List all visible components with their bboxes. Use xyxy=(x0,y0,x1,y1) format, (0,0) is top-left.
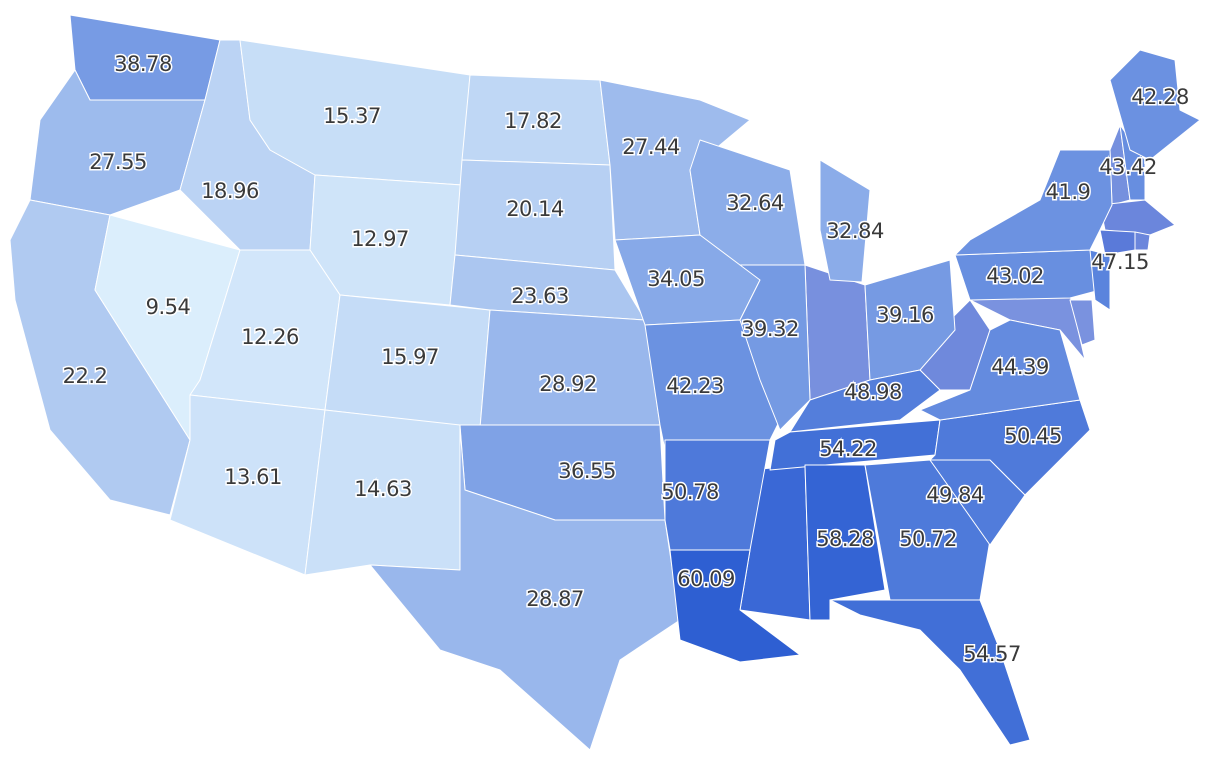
state xyxy=(919,319,1081,421)
state xyxy=(1069,299,1096,346)
value-label: 39.32 xyxy=(741,317,799,341)
state xyxy=(864,459,991,601)
value-label: 13.61 xyxy=(224,465,282,489)
value-label: 18.96 xyxy=(201,179,259,203)
value-label: 54.22 xyxy=(819,437,877,461)
state xyxy=(864,259,956,381)
value-label: 60.09 xyxy=(677,567,735,591)
value-label: 15.37 xyxy=(323,104,381,128)
value-label: 47.15 xyxy=(1091,250,1149,274)
state xyxy=(954,149,1113,256)
value-label: 20.14 xyxy=(506,197,564,221)
value-label: 42.23 xyxy=(666,374,724,398)
value-label: 43.42 xyxy=(1099,155,1157,179)
value-label: 32.64 xyxy=(726,191,784,215)
state xyxy=(1109,49,1201,161)
value-label: 41.9 xyxy=(1046,180,1091,204)
value-label: 50.78 xyxy=(661,480,719,504)
state xyxy=(29,69,206,216)
state xyxy=(739,264,811,431)
value-label: 34.05 xyxy=(647,267,705,291)
state xyxy=(669,549,801,663)
value-label: 28.92 xyxy=(539,372,597,396)
value-label: 27.44 xyxy=(622,135,680,159)
value-label: 50.45 xyxy=(1004,424,1062,448)
value-label: 17.82 xyxy=(504,109,562,133)
value-label: 9.54 xyxy=(146,295,191,319)
value-label: 44.39 xyxy=(991,355,1049,379)
value-label: 22.2 xyxy=(63,364,108,388)
value-label: 49.84 xyxy=(926,483,984,507)
value-label: 28.87 xyxy=(526,587,584,611)
value-label: 38.78 xyxy=(114,52,172,76)
value-label: 12.97 xyxy=(351,227,409,251)
value-label: 27.55 xyxy=(89,150,147,174)
value-label: 58.28 xyxy=(816,527,874,551)
state xyxy=(1099,199,1176,236)
value-label: 43.02 xyxy=(986,264,1044,288)
state xyxy=(369,427,681,751)
value-label: 39.16 xyxy=(876,303,934,327)
state xyxy=(169,394,326,576)
value-label: 54.57 xyxy=(963,642,1021,666)
state xyxy=(1089,249,1111,311)
value-label: 36.55 xyxy=(558,459,616,483)
value-label: 48.98 xyxy=(844,380,902,404)
state xyxy=(819,159,871,283)
value-label: 23.63 xyxy=(511,284,569,308)
value-label: 15.97 xyxy=(381,345,439,369)
state xyxy=(1134,231,1151,251)
value-label: 50.72 xyxy=(899,527,957,551)
state xyxy=(479,309,661,429)
value-label: 42.28 xyxy=(1131,85,1189,109)
state xyxy=(829,599,1031,746)
value-label: 32.84 xyxy=(826,219,884,243)
value-label: 14.63 xyxy=(354,477,412,501)
value-label: 12.26 xyxy=(241,325,299,349)
